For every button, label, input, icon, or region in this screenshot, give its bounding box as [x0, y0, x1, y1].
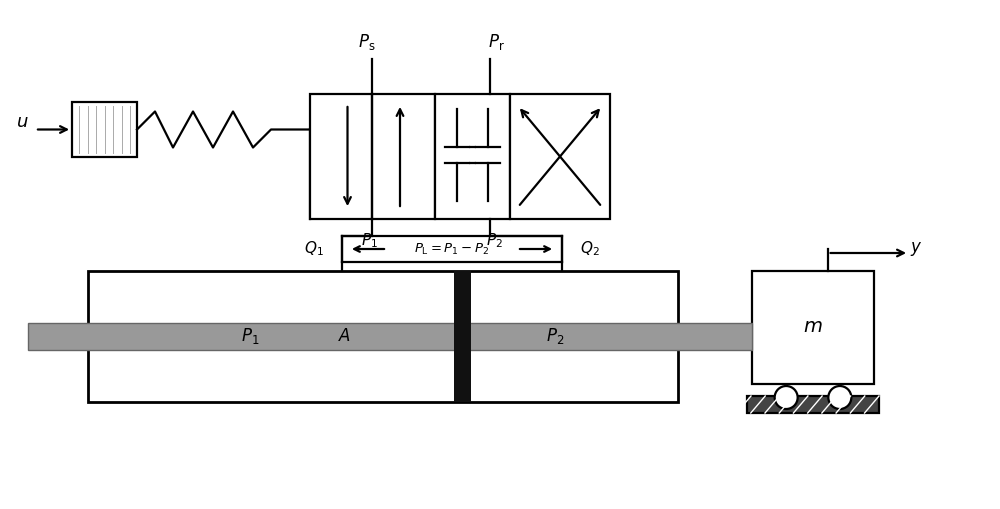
- Text: $P_\mathrm{s}$: $P_\mathrm{s}$: [358, 32, 376, 52]
- Bar: [510, 94, 610, 219]
- Text: $P_\mathrm{L}=P_1-P_2$: $P_\mathrm{L}=P_1-P_2$: [414, 241, 490, 257]
- Bar: [28, 323, 752, 350]
- Text: $A$: $A$: [338, 328, 352, 345]
- Bar: [454, 271, 471, 402]
- Text: $u$: $u$: [16, 114, 28, 131]
- Text: $m$: $m$: [803, 319, 823, 336]
- Text: $P_\mathrm{r}$: $P_\mathrm{r}$: [488, 32, 504, 52]
- Bar: [88, 271, 678, 402]
- Text: $P_2$: $P_2$: [486, 232, 502, 250]
- Text: $P_1$: $P_1$: [361, 232, 377, 250]
- Bar: [342, 236, 562, 262]
- Text: $Q_2$: $Q_2$: [580, 240, 600, 259]
- Text: $Q_1$: $Q_1$: [304, 240, 324, 259]
- Bar: [747, 396, 879, 413]
- Text: $P_2$: $P_2$: [546, 326, 564, 347]
- Bar: [435, 94, 510, 219]
- Bar: [72, 102, 137, 157]
- Bar: [752, 271, 874, 384]
- Text: $P_1$: $P_1$: [241, 326, 259, 347]
- Circle shape: [828, 386, 851, 409]
- Bar: [310, 94, 435, 219]
- Text: $y$: $y$: [910, 240, 922, 258]
- Circle shape: [775, 386, 798, 409]
